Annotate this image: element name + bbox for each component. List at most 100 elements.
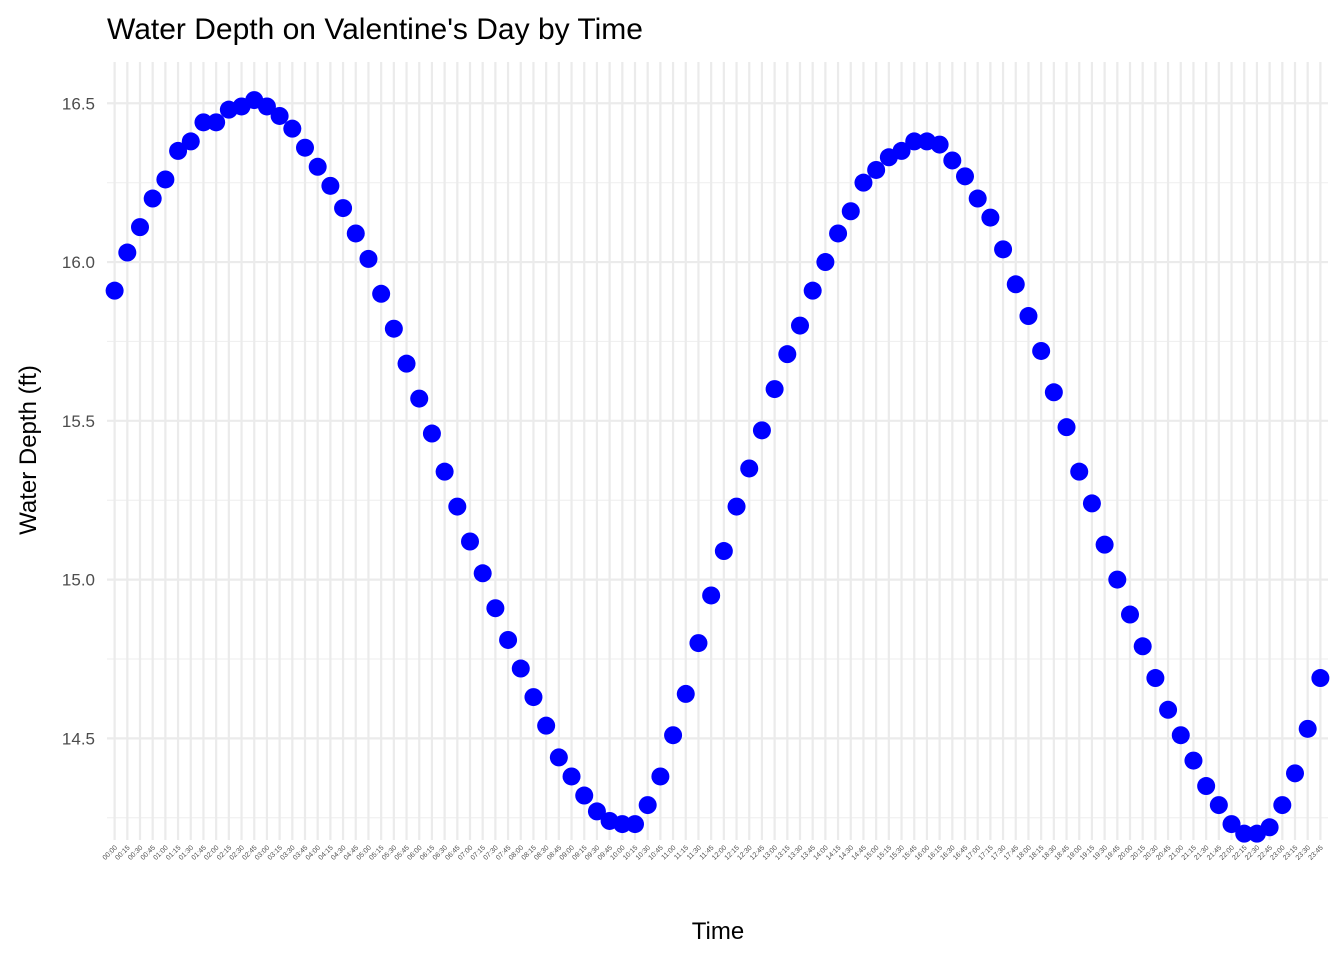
point (727, 497, 746, 516)
x-axis-label: Time (692, 918, 744, 945)
point (257, 97, 276, 116)
y-tick-label: 14.5 (62, 729, 95, 748)
point (956, 167, 974, 186)
point (435, 462, 454, 481)
point (499, 630, 518, 649)
point (778, 345, 797, 364)
point (689, 634, 708, 653)
point (752, 421, 771, 440)
point (194, 113, 213, 132)
point (283, 119, 302, 138)
y-tick-label: 16.5 (62, 94, 95, 113)
point (321, 176, 340, 195)
point (1311, 669, 1330, 688)
point (422, 424, 441, 443)
point (1235, 824, 1254, 843)
point (1019, 307, 1038, 326)
point (892, 141, 911, 160)
point (1273, 796, 1292, 815)
point (1032, 341, 1051, 360)
point (1146, 669, 1165, 688)
x-tick-label: 23:45 (1307, 844, 1324, 861)
point (740, 459, 759, 478)
point (1159, 700, 1178, 719)
point (524, 688, 543, 707)
point (994, 240, 1013, 259)
plot-area (105, 91, 1330, 843)
point (296, 138, 314, 157)
point (461, 532, 479, 551)
point (981, 208, 1000, 227)
point (930, 135, 949, 154)
point (131, 218, 149, 237)
chart-title: Water Depth on Valentine's Day by Time (107, 13, 643, 46)
point (829, 224, 848, 243)
point (587, 802, 606, 821)
point (410, 389, 429, 408)
point (181, 132, 200, 151)
point (803, 281, 822, 300)
point (486, 599, 505, 618)
point (651, 767, 670, 786)
point (207, 113, 226, 132)
point (1082, 494, 1101, 513)
point (1133, 637, 1152, 656)
point (905, 132, 924, 151)
point (537, 716, 556, 735)
y-axis-label: Water Depth (ft) (15, 365, 42, 535)
point (549, 748, 568, 767)
point (1171, 726, 1190, 745)
point (1121, 605, 1139, 624)
point (702, 586, 721, 605)
point (118, 243, 137, 262)
point (575, 786, 594, 805)
point (664, 726, 683, 745)
point (1286, 764, 1304, 783)
point (359, 249, 378, 268)
point (156, 170, 175, 189)
point (473, 564, 492, 583)
point (765, 380, 784, 399)
point (511, 659, 530, 678)
point (334, 199, 353, 218)
point (714, 542, 733, 561)
point (1260, 818, 1279, 837)
point (397, 354, 416, 373)
point (1108, 570, 1127, 589)
point (1184, 751, 1203, 770)
y-tick-label: 15.5 (62, 412, 95, 431)
point (1209, 796, 1228, 815)
point (791, 316, 809, 335)
point (638, 796, 657, 815)
point (143, 189, 162, 208)
y-tick-label: 15.0 (62, 571, 95, 590)
point (841, 202, 860, 221)
point (346, 224, 365, 243)
point (562, 767, 581, 786)
point (676, 684, 695, 703)
point (816, 253, 835, 272)
point (1070, 462, 1089, 481)
point (1298, 719, 1317, 738)
point (968, 189, 987, 208)
point (1006, 275, 1025, 294)
point (270, 106, 289, 125)
point (613, 815, 632, 834)
point (943, 151, 962, 170)
point (1095, 535, 1114, 554)
point (626, 815, 644, 834)
point (105, 281, 124, 300)
point (867, 160, 886, 179)
point (384, 319, 403, 338)
point (169, 141, 188, 160)
point (448, 497, 467, 516)
grid: 14.515.015.516.016.500:0000:1500:3000:45… (62, 62, 1328, 862)
point (308, 157, 327, 176)
point (372, 284, 391, 303)
point (1222, 815, 1241, 834)
point (854, 173, 873, 192)
point (1044, 383, 1063, 402)
y-tick-label: 16.0 (62, 253, 95, 272)
point (1197, 777, 1216, 796)
